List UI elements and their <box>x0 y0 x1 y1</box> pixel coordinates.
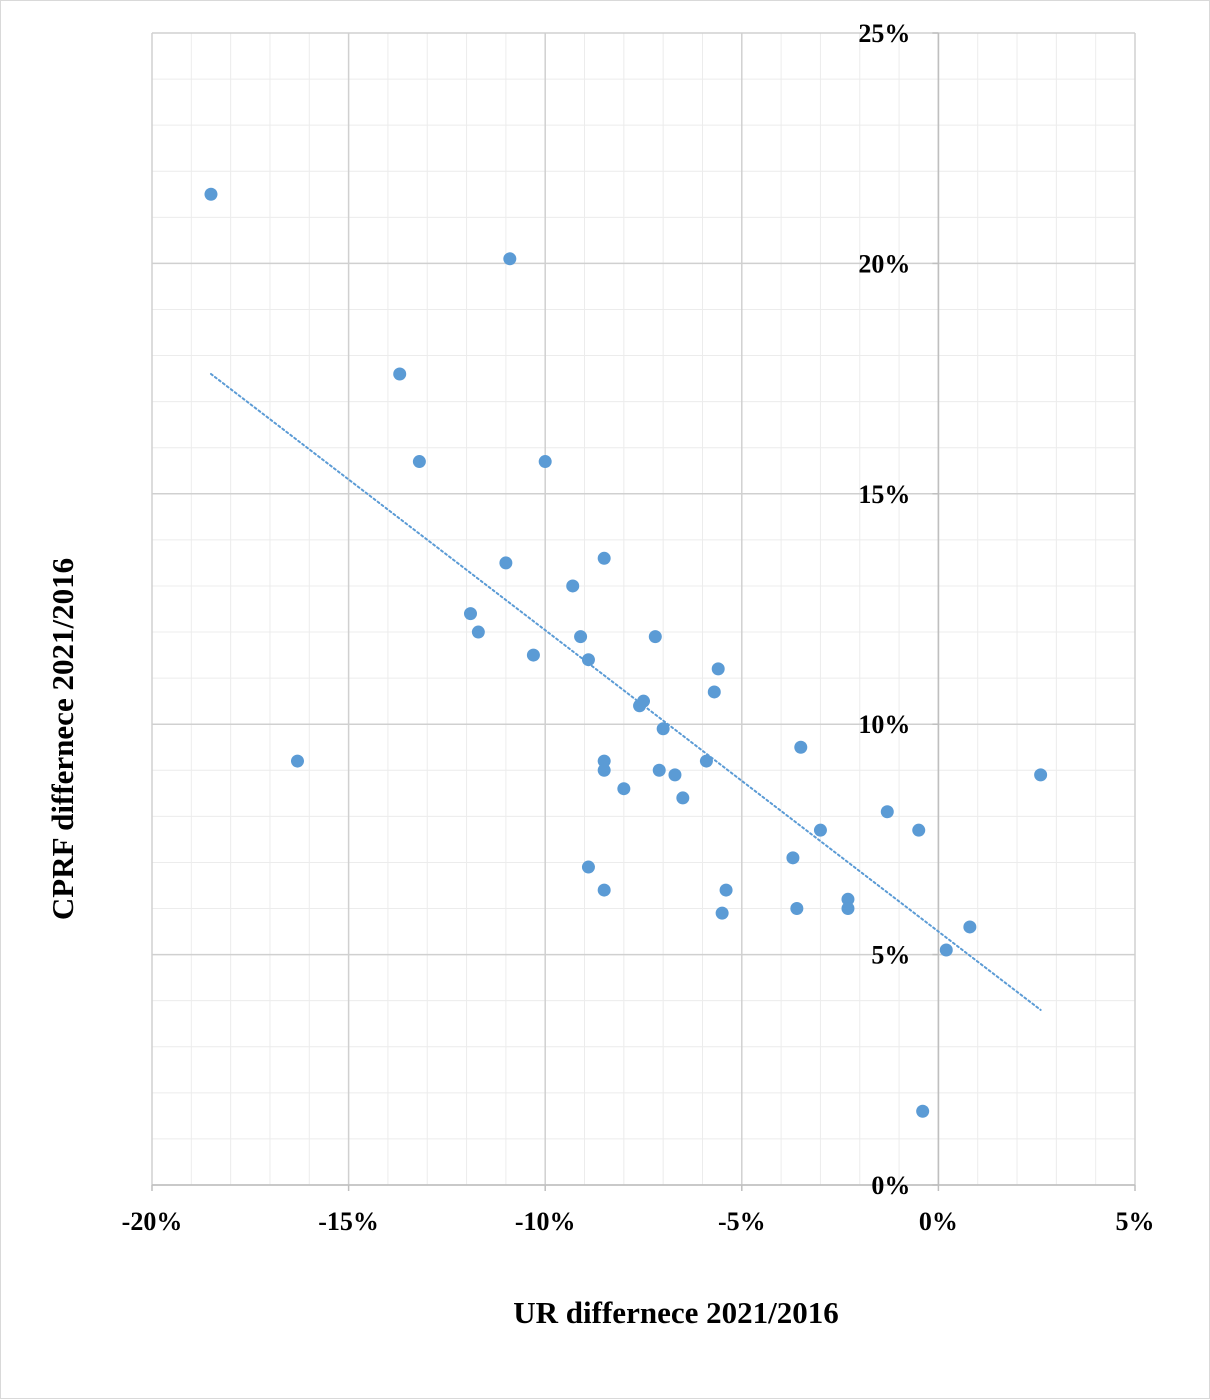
data-point <box>597 551 611 565</box>
data-point <box>597 883 611 897</box>
data-point <box>786 851 800 865</box>
y-tick-label: 20% <box>858 249 910 278</box>
data-point <box>699 754 713 768</box>
data-point <box>648 630 662 644</box>
data-point <box>912 823 926 837</box>
x-tick-label: 5% <box>1116 1207 1155 1236</box>
data-point <box>581 860 595 874</box>
data-point <box>633 699 647 713</box>
data-point <box>463 607 477 621</box>
data-point <box>656 722 670 736</box>
data-point <box>813 823 827 837</box>
x-tick-label: -20% <box>122 1207 183 1236</box>
x-tick-label: -10% <box>515 1207 576 1236</box>
data-point <box>499 556 513 570</box>
x-tick-label: 0% <box>919 1207 958 1236</box>
data-point <box>841 902 855 916</box>
y-axis-title: CPRF differnece 2021/2016 <box>45 558 80 920</box>
data-point <box>711 662 725 676</box>
data-point <box>794 740 808 754</box>
data-point <box>652 763 666 777</box>
data-point <box>581 653 595 667</box>
data-point <box>676 791 690 805</box>
y-tick-label: 15% <box>858 480 910 509</box>
data-point <box>916 1104 930 1118</box>
data-point <box>471 625 485 639</box>
data-point <box>1034 768 1048 782</box>
data-point <box>719 883 733 897</box>
data-point <box>880 805 894 819</box>
data-points <box>204 187 1048 1118</box>
data-point <box>790 902 804 916</box>
data-point <box>204 187 218 201</box>
data-point <box>538 455 552 469</box>
data-point <box>715 906 729 920</box>
trendline-group <box>209 372 1042 1011</box>
data-point <box>503 252 517 266</box>
x-tick-labels: -20% -15% -10% -5% 0% 5% <box>122 1207 1155 1236</box>
data-point <box>566 579 580 593</box>
data-point <box>939 943 953 957</box>
data-point <box>290 754 304 768</box>
data-point <box>574 630 588 644</box>
x-axis-title: UR differnece 2021/2016 <box>513 1295 838 1330</box>
data-point <box>393 367 407 381</box>
data-point <box>707 685 721 699</box>
data-point <box>963 920 977 934</box>
data-point <box>668 768 682 782</box>
data-point <box>617 782 631 796</box>
data-point <box>597 763 611 777</box>
y-tick-label: 10% <box>858 710 910 739</box>
x-tick-label: -5% <box>718 1207 766 1236</box>
data-point <box>597 754 611 768</box>
y-tick-labels: 0% 5% 10% 15% 20% 25% <box>858 19 910 1200</box>
y-tick-label: 5% <box>871 941 910 970</box>
minor-gridlines <box>151 32 1136 1186</box>
axes <box>151 32 1136 1191</box>
data-point <box>841 892 855 906</box>
trendline <box>209 372 1042 1011</box>
data-point <box>526 648 540 662</box>
x-tick-label: -15% <box>318 1207 379 1236</box>
major-gridlines <box>151 32 1136 1186</box>
y-tick-label: 25% <box>858 19 910 48</box>
data-point <box>412 455 426 469</box>
y-tick-label: 0% <box>871 1171 910 1200</box>
